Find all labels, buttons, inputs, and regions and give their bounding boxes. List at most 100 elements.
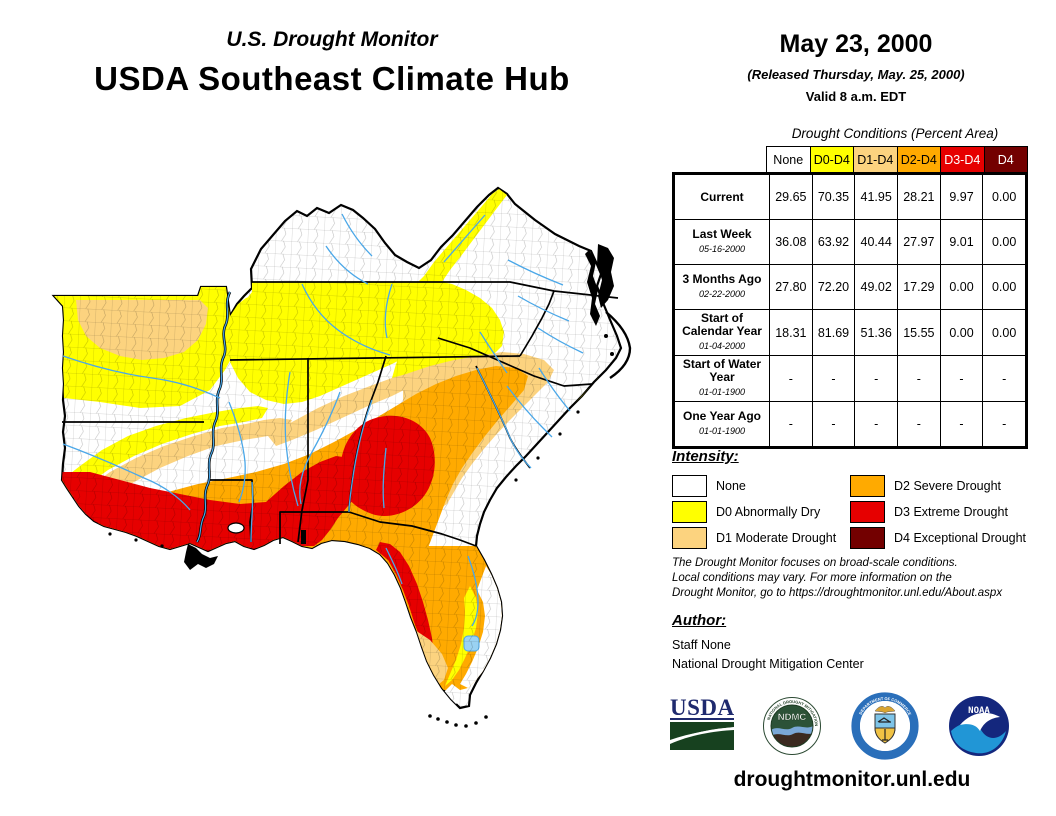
table-cell: - bbox=[855, 402, 897, 446]
delmarva-peninsula bbox=[597, 244, 614, 308]
doc-eagle-icon bbox=[874, 706, 896, 714]
mississippi-river bbox=[195, 291, 232, 543]
page-title: USDA Southeast Climate Hub bbox=[94, 60, 570, 97]
released-date: (Released Thursday, May. 25, 2000) bbox=[747, 67, 965, 82]
usda-field-icon bbox=[669, 721, 735, 750]
noaa-seagull-icon bbox=[960, 712, 1000, 731]
legend-label: D3 Extreme Drought bbox=[894, 505, 1008, 519]
legend-item: D4 Exceptional Drought bbox=[850, 525, 1042, 551]
table-cell: - bbox=[812, 402, 855, 446]
table-cell: 72.20 bbox=[812, 265, 855, 309]
legend-item: D2 Severe Drought bbox=[850, 473, 1042, 499]
table-cell: 0.00 bbox=[940, 265, 983, 309]
table-cell: - bbox=[770, 402, 812, 446]
legend-label: D1 Moderate Drought bbox=[716, 531, 837, 545]
table-cell: 51.36 bbox=[855, 310, 897, 355]
author-block: Author: Staff None National Drought Miti… bbox=[672, 612, 864, 671]
legend-swatch bbox=[850, 475, 885, 497]
author-org: National Drought Mitigation Center bbox=[672, 657, 864, 671]
ndmc-wordmark: NDMC bbox=[778, 712, 807, 723]
table-cell: 0.00 bbox=[983, 175, 1025, 219]
doc-lighthouse-icon bbox=[882, 729, 888, 741]
county-lines-texture bbox=[54, 188, 621, 708]
rivers bbox=[62, 213, 584, 627]
table-cell: 63.92 bbox=[812, 220, 855, 264]
legend-swatch bbox=[672, 527, 707, 549]
disclaimer-text: The Drought Monitor focuses on broad-sca… bbox=[672, 557, 1003, 599]
noaa-wordmark: NOAA bbox=[968, 706, 990, 716]
legend-swatch bbox=[672, 501, 707, 523]
table-cell: - bbox=[855, 356, 897, 401]
table-cell: - bbox=[983, 356, 1025, 401]
table-cell: - bbox=[770, 356, 812, 401]
legend-title: Intensity: bbox=[672, 448, 739, 465]
table-cell: 27.80 bbox=[770, 265, 812, 309]
valid-time: Valid 8 a.m. EDT bbox=[805, 89, 907, 104]
legend-label: D2 Severe Drought bbox=[894, 479, 1002, 493]
table-cell: 18.31 bbox=[770, 310, 812, 355]
table-header-row: None D0-D4 D1-D4 D2-D4 D3-D4 D4 bbox=[766, 146, 1028, 172]
lake-pontchartrain bbox=[227, 522, 245, 534]
florida-keys bbox=[428, 714, 488, 728]
table-cell: - bbox=[898, 402, 940, 446]
legend-item: D1 Moderate Drought bbox=[672, 525, 850, 551]
legend-label: D4 Exceptional Drought bbox=[894, 531, 1027, 545]
table-row-label: Last Week 05-16-2000 bbox=[675, 220, 769, 264]
table-cell: - bbox=[812, 356, 855, 401]
table-cell: 41.95 bbox=[855, 175, 897, 219]
table-cell: 17.29 bbox=[898, 265, 940, 309]
table-cell: 0.00 bbox=[983, 265, 1025, 309]
table-column-none: None bbox=[767, 147, 810, 172]
table-cell: 27.97 bbox=[898, 220, 940, 264]
author-name: Staff None bbox=[672, 638, 731, 652]
coast-features bbox=[108, 244, 632, 728]
table-cell: 0.00 bbox=[940, 310, 983, 355]
legend-label: None bbox=[716, 479, 746, 493]
table-cell: 29.65 bbox=[770, 175, 812, 219]
report-title: U.S. Drought Monitor bbox=[226, 28, 438, 51]
legend-item: D3 Extreme Drought bbox=[850, 499, 1042, 525]
header-left: U.S. Drought Monitor USDA Southeast Clim… bbox=[32, 28, 632, 98]
legend-grid: None D0 Abnormally Dry D1 Moderate Drought… bbox=[672, 473, 1042, 551]
author-title: Author: bbox=[672, 612, 727, 629]
table-column-d0-d4: D0-D4 bbox=[810, 147, 853, 172]
table-cell: - bbox=[940, 402, 983, 446]
table-cell: 9.97 bbox=[940, 175, 983, 219]
table-column-d4: D4 bbox=[984, 147, 1027, 172]
mississippi-delta bbox=[184, 544, 218, 570]
table-cell: 40.44 bbox=[855, 220, 897, 264]
table-body: Current 29.65 70.35 41.95 28.21 9.97 0.00 Last … bbox=[672, 172, 1028, 449]
table-column-d1-d4: D1-D4 bbox=[854, 147, 897, 172]
report-date: May 23, 2000 bbox=[779, 30, 933, 58]
table-cell: - bbox=[898, 356, 940, 401]
table-cell: 0.00 bbox=[983, 310, 1025, 355]
usda-logo: USDA bbox=[669, 696, 735, 755]
drought-map bbox=[51, 186, 632, 728]
chesapeake-bay bbox=[585, 250, 600, 326]
header-right: May 23, 2000 (Released Thursday, May. 25… bbox=[660, 30, 1052, 104]
table-cell: 81.69 bbox=[812, 310, 855, 355]
table-cell: - bbox=[983, 402, 1025, 446]
outer-banks bbox=[605, 311, 632, 379]
table-row-label: Start of Water Year 01-01-1900 bbox=[675, 356, 769, 401]
legend-label: D0 Abnormally Dry bbox=[716, 505, 821, 519]
table-cell: 0.00 bbox=[983, 220, 1025, 264]
mobile-bay bbox=[301, 530, 306, 544]
table-cell: - bbox=[940, 356, 983, 401]
table-row-label: 3 Months Ago 02-22-2000 bbox=[675, 265, 769, 309]
table-row-label: Current bbox=[675, 175, 769, 219]
table-cell: 36.08 bbox=[770, 220, 812, 264]
legend-item: D0 Abnormally Dry bbox=[672, 499, 850, 525]
table-title: Drought Conditions (Percent Area) bbox=[791, 126, 999, 141]
logo-row: USDA NATIONAL DROUGHT MITIGATION CENTER … bbox=[669, 690, 1010, 762]
footer-url: droughtmonitor.unl.edu bbox=[733, 768, 971, 791]
doc-ship-icon bbox=[877, 717, 891, 723]
table-column-d2-d4: D2-D4 bbox=[897, 147, 940, 172]
table-cell: 15.55 bbox=[898, 310, 940, 355]
ndmc-logo: NATIONAL DROUGHT MITIGATION CENTER UNIVE… bbox=[762, 696, 821, 755]
legend-swatch bbox=[850, 501, 885, 523]
doc-seal-logo: DEPARTMENT OF COMMERCE UNITED STATES OF … bbox=[851, 692, 919, 760]
intensity-legend: Intensity: None D0 Abnormally Dry D1 Moder… bbox=[672, 448, 1042, 551]
table-column-d3-d4: D3-D4 bbox=[941, 147, 984, 172]
